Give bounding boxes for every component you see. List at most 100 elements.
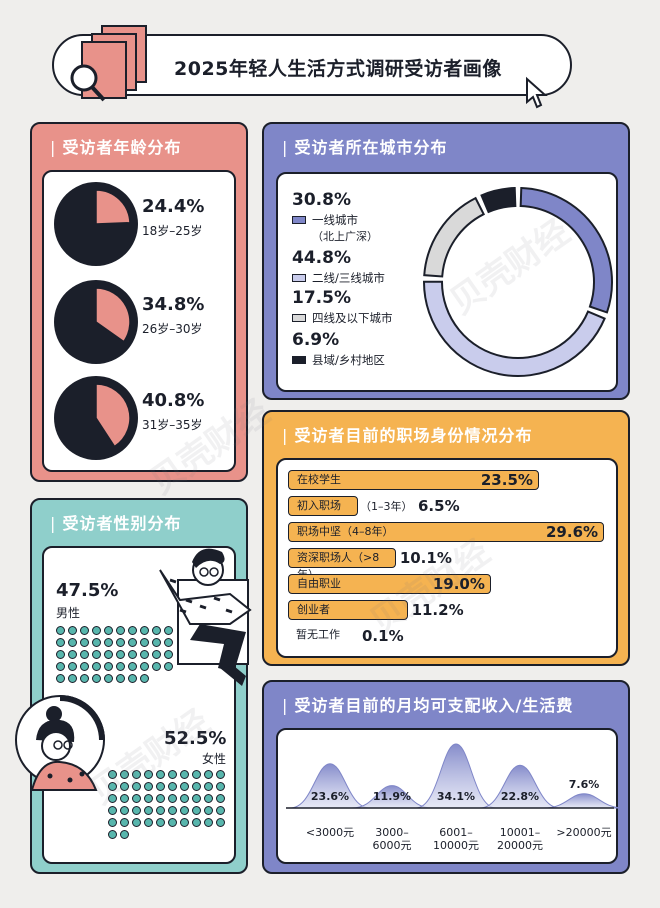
female-dot-grid (108, 770, 225, 839)
document-search-icon (70, 25, 147, 102)
gender-dot (204, 818, 213, 827)
gender-dot (120, 806, 129, 815)
job-label: 初入职场 (297, 499, 341, 512)
gender-dot (120, 818, 129, 827)
job-pct: 23.5% (480, 471, 533, 489)
city-title: 受访者所在城市分布 (282, 134, 448, 158)
city-donut-slice (480, 187, 517, 214)
city-donut-slice (422, 280, 606, 377)
gender-dot (144, 818, 153, 827)
gender-dot (80, 662, 89, 671)
job-label: 在校学生 (297, 473, 341, 486)
age-pie-slice (95, 189, 131, 225)
gender-dot (144, 782, 153, 791)
gender-dot (132, 782, 141, 791)
gender-dot (168, 782, 177, 791)
city-legend-item: 44.8% 二线/三线城市 (292, 248, 385, 286)
income-pct: 11.9% (372, 790, 412, 803)
gender-dot (164, 638, 173, 647)
gender-dot (180, 794, 189, 803)
age-pct: 34.8% (142, 294, 205, 315)
city-label: 四线及以下城市 (312, 311, 393, 325)
gender-dot (116, 650, 125, 659)
gender-dot (132, 794, 141, 803)
gender-dot (216, 794, 225, 803)
gender-dot (144, 806, 153, 815)
city-panel: 受访者所在城市分布 30.8% 一线城市 （北上广深） 44.8% 二线/三线城… (262, 122, 630, 400)
job-panel: 受访者目前的职场身份情况分布 在校学生 23.5% 初入职场 （1–3年） 6.5% 职场… (262, 410, 630, 666)
income-pct: 34.1% (436, 790, 476, 803)
gender-dot (56, 662, 65, 671)
gender-dot (120, 782, 129, 791)
job-pct: 29.6% (546, 523, 599, 541)
city-label: 一线城市 (312, 213, 358, 227)
gender-dot (132, 818, 141, 827)
job-bar: 暂无工作 (288, 626, 358, 646)
age-chart: 24.4% 18岁–25岁 34.8% 26岁–30岁 40.8% 31岁–35… (42, 170, 236, 472)
gender-dot (68, 650, 77, 659)
gender-dot (108, 782, 117, 791)
woman-illustration (15, 695, 105, 791)
gender-dot (128, 674, 137, 683)
job-title: 受访者目前的职场身份情况分布 (282, 422, 533, 446)
city-legend-item: 30.8% 一线城市 （北上广深） (292, 190, 378, 244)
city-pct: 17.5% (292, 288, 351, 308)
title-banner: 2025年轻人生活方式调研受访者画像 (52, 25, 572, 109)
job-chart: 在校学生 23.5% 初入职场 （1–3年） 6.5% 职场中坚（4–8年） 29.6% 资深… (276, 458, 618, 658)
gender-title: 受访者性别分布 (50, 510, 182, 534)
city-donut-slice (519, 187, 613, 314)
gender-dot (128, 626, 137, 635)
age-row: 24.4% 18岁–25岁 (44, 176, 234, 270)
gender-dot (156, 794, 165, 803)
gender-dot (168, 794, 177, 803)
gender-dot (152, 638, 161, 647)
male-label: 男性 (56, 606, 81, 620)
gender-dot (56, 674, 65, 683)
city-pct: 44.8% (292, 248, 351, 268)
gender-dot (144, 794, 153, 803)
gender-dot (128, 638, 137, 647)
gender-dot (156, 806, 165, 815)
city-label: 二线/三线城市 (312, 271, 385, 285)
gender-dot (132, 770, 141, 779)
gender-dot (192, 806, 201, 815)
gender-dot (108, 770, 117, 779)
job-label: 创业者 (297, 603, 330, 616)
gender-dot (108, 830, 117, 839)
income-range: 3000– 6000元 (372, 826, 412, 852)
gender-dot (92, 674, 101, 683)
city-label: 县域/乡村地区 (312, 353, 385, 367)
income-curve (351, 785, 433, 809)
job-pct: 19.0% (432, 575, 485, 593)
gender-dot (180, 806, 189, 815)
gender-dot (56, 626, 65, 635)
age-pie-slice (95, 383, 131, 448)
job-pct: 0.1% (362, 627, 404, 645)
female-label: 女性 (202, 752, 227, 766)
age-pie (54, 376, 138, 460)
income-pct: 23.6% (310, 790, 350, 803)
gender-dot (56, 650, 65, 659)
age-row: 40.8% 31岁–35岁 (44, 370, 234, 464)
gender-dot (116, 638, 125, 647)
income-curve (543, 793, 620, 809)
gender-dot (204, 806, 213, 815)
income-panel: 受访者目前的月均可支配收入/生活费 23.6% <3000元 11.9% 3000– … (262, 680, 630, 874)
gender-dot (108, 806, 117, 815)
gender-dot (108, 818, 117, 827)
gender-dot (140, 638, 149, 647)
gender-dot (80, 626, 89, 635)
gender-dot (56, 638, 65, 647)
income-range: >20000元 (556, 826, 612, 839)
gender-dot (204, 782, 213, 791)
gender-dot (92, 650, 101, 659)
income-pct: 22.8% (500, 790, 540, 803)
gender-dot (140, 662, 149, 671)
age-pct: 40.8% (142, 390, 205, 411)
age-pie-slice (95, 287, 131, 343)
gender-dot (164, 650, 173, 659)
age-pie (54, 280, 138, 364)
gender-dot (104, 626, 113, 635)
legend-swatch (292, 356, 306, 364)
age-title: 受访者年龄分布 (50, 134, 182, 158)
